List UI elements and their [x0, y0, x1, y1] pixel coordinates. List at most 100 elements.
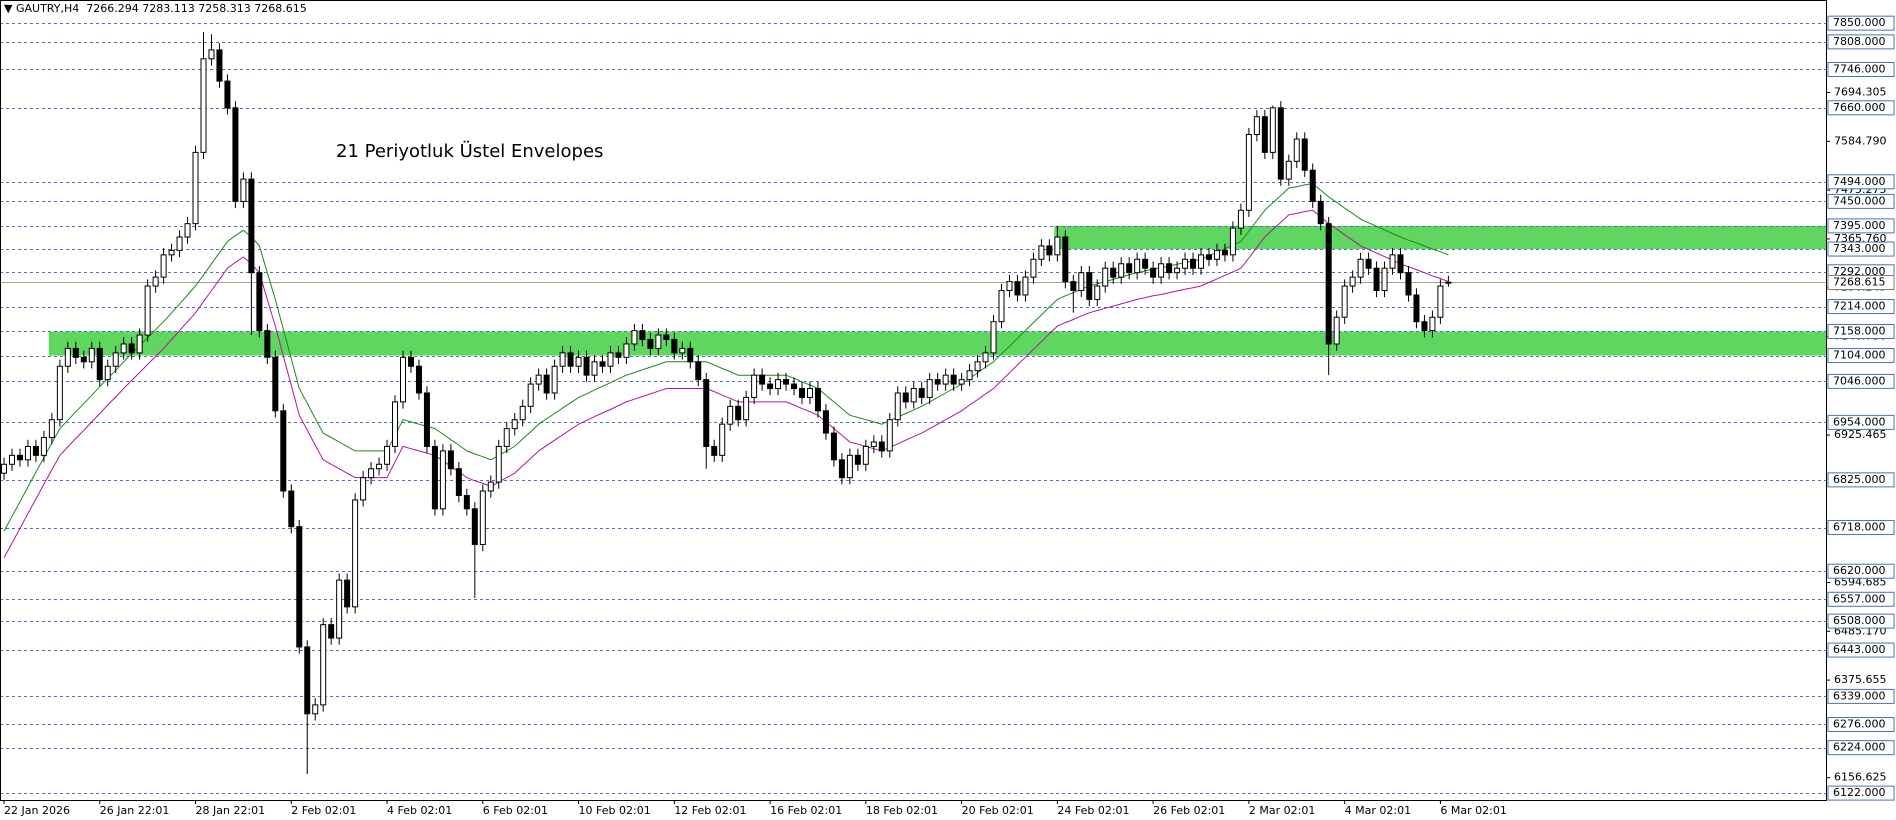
candle-body — [846, 454, 853, 479]
level-label: 6557.000 — [1833, 592, 1886, 605]
candle-body — [1389, 254, 1396, 269]
candle-body — [982, 352, 989, 363]
candle-body — [216, 49, 223, 82]
candle-body — [1397, 254, 1404, 274]
candle-body — [503, 428, 510, 447]
zone — [48, 331, 1826, 356]
candle-body — [567, 352, 574, 367]
level-label: 7808.000 — [1833, 35, 1886, 48]
annotation: 21 Periyotluk Üstel Envelopes — [336, 140, 603, 162]
candle-body — [1373, 267, 1380, 291]
level-label: 6276.000 — [1833, 717, 1886, 730]
level-label-box — [1827, 193, 1895, 209]
level-label-box — [1827, 563, 1895, 579]
candle-body — [24, 445, 31, 461]
candle-body — [1054, 236, 1061, 256]
candle-body — [344, 579, 351, 608]
level-label-box — [1827, 299, 1895, 315]
candle-body — [447, 450, 454, 470]
candle-body — [1405, 272, 1412, 296]
level-label: 7746.000 — [1833, 62, 1886, 75]
level-label: 6508.000 — [1833, 614, 1886, 627]
candle-body — [950, 374, 957, 385]
candle-body — [1341, 285, 1348, 318]
level-label-box — [1827, 218, 1895, 234]
candle-body — [1229, 227, 1236, 256]
candle-body — [471, 508, 478, 545]
candle-body — [583, 356, 590, 376]
candle-body — [1253, 116, 1260, 136]
candle-body — [551, 365, 558, 394]
candle-body — [312, 704, 319, 715]
level-label: 6620.000 — [1833, 564, 1886, 577]
candle-body — [1429, 316, 1436, 332]
candle-body — [200, 58, 207, 153]
y-tick-label: 6375.655 — [1834, 673, 1887, 686]
candle-body — [1357, 258, 1364, 278]
candle-body — [120, 343, 127, 354]
candle-body — [854, 454, 861, 465]
candle-body — [423, 392, 430, 447]
level-label-box — [1827, 591, 1895, 607]
candle-body — [232, 107, 239, 202]
candle-body — [16, 454, 23, 461]
chart-header: ▼ GAUTRY,H4 7266.294 7283.113 7258.313 7… — [4, 2, 307, 15]
candle-body — [1158, 263, 1165, 278]
candle-body — [783, 379, 790, 385]
candle-body — [655, 334, 662, 349]
level-label: 7494.000 — [1833, 175, 1886, 188]
candle-body — [1381, 267, 1388, 291]
level-label-box — [1827, 785, 1895, 801]
candle-body — [1022, 276, 1029, 296]
candle-body — [1213, 249, 1220, 260]
candle-body — [687, 347, 694, 363]
level-label-box — [1827, 61, 1895, 77]
candle-body — [870, 441, 877, 447]
candle-body — [830, 432, 837, 461]
candle-body — [1118, 263, 1125, 278]
candle-body — [152, 276, 159, 287]
candle-body — [1277, 107, 1284, 180]
candle-body — [1, 463, 7, 474]
candle-body — [1317, 200, 1324, 225]
candle-body — [168, 249, 175, 256]
candle-body — [32, 445, 39, 456]
candle-body — [479, 490, 486, 545]
candle-body — [48, 419, 55, 439]
y-tick-label: 7584.790 — [1834, 134, 1887, 147]
header-high: 7283.113 — [142, 2, 195, 15]
candle-body — [1046, 245, 1053, 256]
candle-body — [264, 330, 271, 358]
x-tick-label: 10 Feb 02:01 — [579, 804, 651, 817]
candle-body — [208, 49, 215, 60]
candle-body — [751, 374, 758, 398]
candle-body — [926, 379, 933, 398]
level-label: 6718.000 — [1833, 521, 1886, 534]
candle-body — [384, 445, 391, 465]
candle-body — [88, 347, 95, 363]
zone — [1054, 225, 1826, 250]
candle-body — [144, 285, 151, 336]
level-label-box — [1827, 472, 1895, 488]
level-label: 6122.000 — [1833, 786, 1886, 799]
candle-body — [671, 339, 678, 354]
level-label-box — [1827, 642, 1895, 658]
y-tick-label: 6594.685 — [1834, 575, 1887, 588]
candle-body — [304, 646, 311, 715]
level-label: 6954.000 — [1833, 415, 1886, 428]
candle-body — [910, 388, 917, 403]
x-tick-label: 22 Jan 2026 — [4, 804, 70, 817]
candle-body — [1182, 258, 1189, 269]
candle-body — [336, 579, 343, 639]
candle-body — [735, 405, 742, 421]
candle-body — [415, 365, 422, 394]
x-tick-label: 20 Feb 02:01 — [962, 804, 1034, 817]
candle-body — [535, 374, 542, 385]
candle-body — [176, 236, 183, 251]
level-label-box — [1827, 34, 1895, 50]
candle-body — [1293, 138, 1300, 162]
candle-body — [400, 356, 406, 403]
candle-body — [719, 423, 726, 456]
candle-body — [966, 370, 973, 381]
candle-body — [559, 352, 566, 367]
